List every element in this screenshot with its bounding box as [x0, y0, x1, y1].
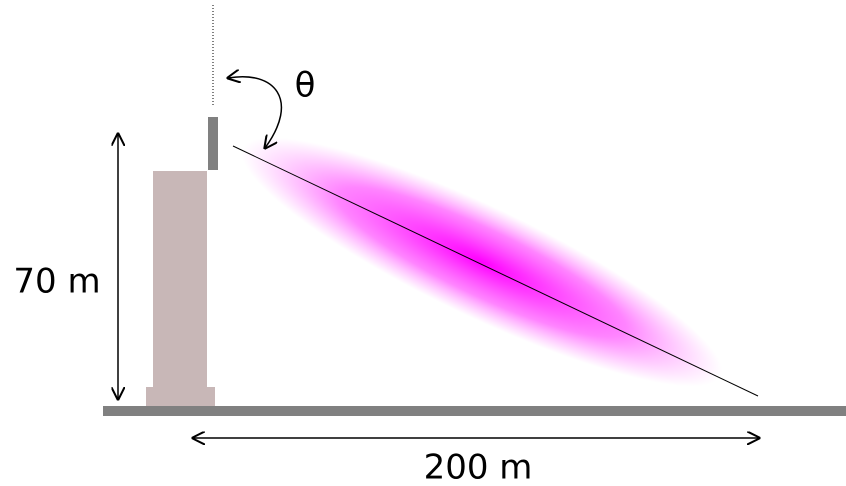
tower — [153, 171, 207, 387]
ground — [103, 406, 846, 416]
beam — [241, 137, 723, 387]
height-label: 70 m — [13, 262, 100, 302]
tower-base — [146, 387, 215, 407]
angle-label: θ — [295, 66, 316, 106]
beam-axis — [232, 145, 759, 397]
angle-arrow — [228, 77, 283, 148]
distance-label: 200 m — [424, 448, 533, 486]
antenna — [208, 117, 218, 170]
